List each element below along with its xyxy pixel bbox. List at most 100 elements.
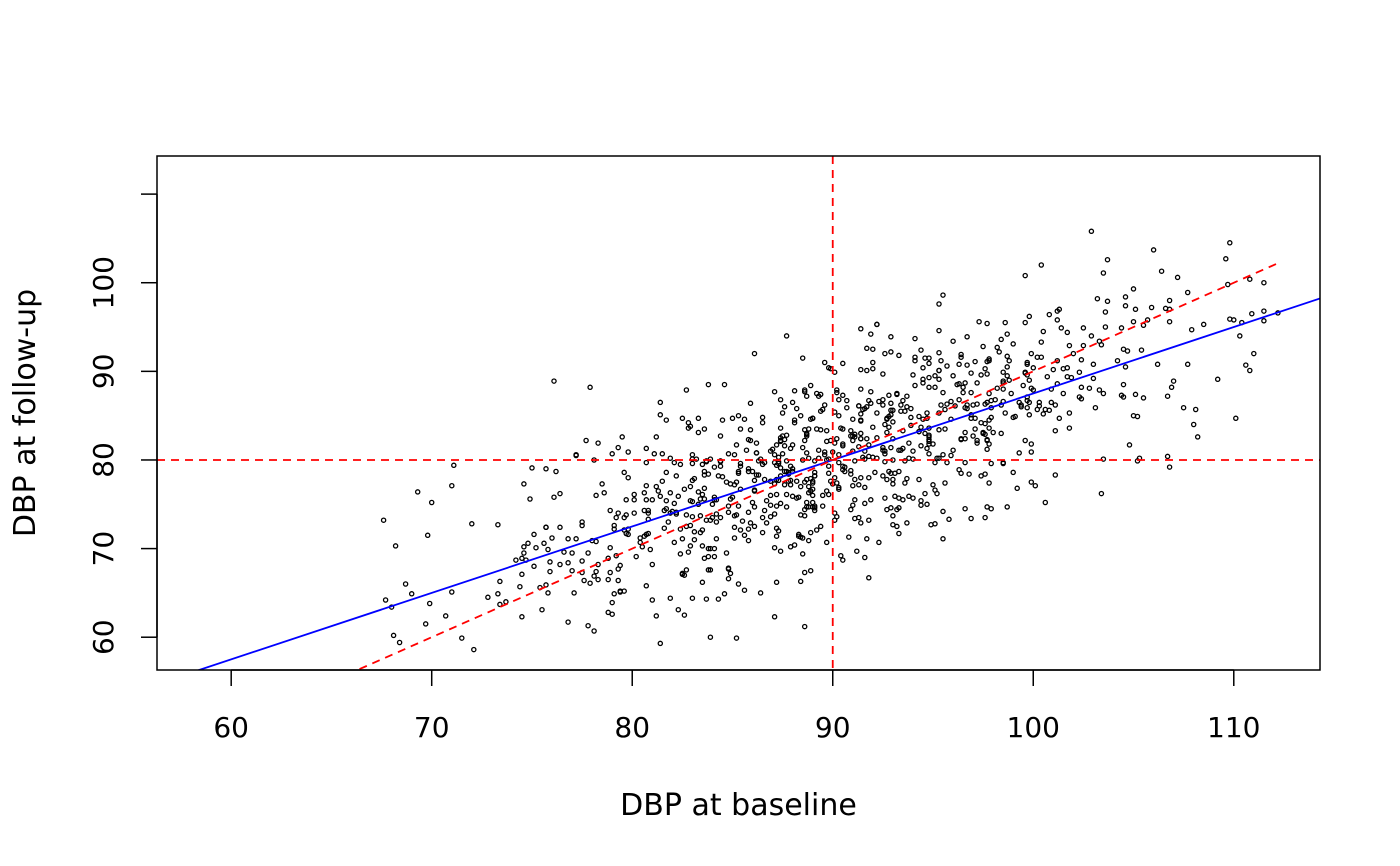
data-point	[932, 384, 938, 391]
data-point	[797, 412, 804, 419]
data-point	[791, 417, 798, 423]
data-point	[485, 594, 491, 601]
data-point	[699, 543, 706, 549]
data-point	[1060, 390, 1067, 397]
data-point	[745, 466, 752, 472]
data-point	[1214, 376, 1221, 383]
data-point	[725, 503, 732, 509]
data-point	[699, 461, 706, 468]
data-point	[1166, 297, 1173, 304]
data-point	[940, 451, 946, 458]
x-axis-label: DBP at baseline	[620, 788, 857, 823]
data-point	[1134, 413, 1141, 420]
data-point	[934, 490, 940, 497]
data-point	[525, 540, 531, 547]
data-point	[451, 462, 457, 469]
data-point	[962, 429, 968, 436]
y-axis: 60 70 80 90 100	[87, 193, 158, 655]
data-point	[759, 514, 766, 521]
data-point	[579, 519, 585, 525]
data-point	[741, 416, 748, 422]
data-point	[1140, 395, 1147, 401]
data-point	[677, 551, 684, 557]
data-point	[497, 601, 503, 608]
data-point	[687, 522, 694, 529]
data-point	[745, 526, 752, 532]
data-point	[607, 544, 613, 551]
data-point	[1190, 421, 1197, 428]
data-point	[783, 458, 790, 464]
data-point	[713, 519, 720, 525]
data-point	[924, 445, 930, 452]
data-point	[593, 492, 599, 499]
data-point	[890, 476, 896, 483]
data-point	[1024, 359, 1030, 366]
data-point	[715, 596, 722, 602]
data-point	[1184, 361, 1191, 368]
data-point	[858, 520, 864, 526]
data-point	[910, 448, 916, 454]
data-point	[571, 590, 577, 596]
data-point	[1184, 289, 1191, 296]
data-point	[1180, 404, 1187, 411]
data-point	[747, 520, 754, 526]
data-point	[896, 352, 902, 359]
data-point	[683, 387, 690, 393]
data-point	[1114, 357, 1121, 364]
data-point	[817, 523, 824, 530]
data-point	[449, 589, 455, 595]
data-point	[1249, 310, 1255, 317]
data-point	[705, 471, 712, 477]
data-point	[641, 490, 648, 496]
data-point	[974, 437, 980, 444]
data-point	[731, 513, 738, 519]
data-point	[940, 508, 946, 515]
x-tick-label: 80	[614, 711, 650, 744]
data-point	[916, 476, 922, 483]
data-point	[1122, 294, 1129, 300]
data-point	[988, 414, 994, 421]
data-point	[936, 367, 942, 374]
data-point	[842, 464, 848, 470]
data-point	[547, 568, 553, 575]
data-point	[1024, 361, 1030, 368]
data-point	[695, 415, 702, 422]
data-point	[741, 587, 748, 593]
data-point	[974, 440, 980, 446]
data-point	[844, 397, 850, 404]
data-point	[705, 381, 712, 388]
data-point	[926, 434, 932, 440]
data-point	[679, 571, 686, 578]
data-point	[811, 458, 818, 464]
data-point	[870, 346, 876, 352]
data-point	[1098, 490, 1105, 497]
data-point	[984, 399, 990, 406]
data-point	[848, 427, 854, 434]
data-point	[898, 402, 904, 408]
data-point	[1004, 373, 1010, 379]
data-point	[1000, 378, 1006, 384]
data-point	[719, 417, 726, 423]
data-point	[970, 433, 976, 439]
data-point	[1247, 367, 1253, 374]
data-point	[408, 591, 415, 597]
data-point	[1166, 318, 1173, 325]
data-point	[874, 321, 880, 328]
data-point	[759, 419, 766, 426]
data-point	[643, 583, 650, 589]
data-point	[737, 426, 744, 432]
data-point	[661, 507, 668, 514]
data-point	[968, 415, 974, 422]
data-point	[721, 591, 728, 597]
data-point	[1150, 247, 1157, 253]
data-point	[918, 424, 924, 430]
data-point	[709, 501, 716, 508]
data-point	[689, 513, 696, 520]
data-point	[890, 521, 896, 528]
data-point	[701, 485, 708, 492]
data-point	[777, 500, 784, 507]
data-point	[777, 548, 784, 554]
data-point	[745, 509, 752, 516]
data-point	[932, 459, 938, 466]
data-point	[651, 451, 658, 457]
